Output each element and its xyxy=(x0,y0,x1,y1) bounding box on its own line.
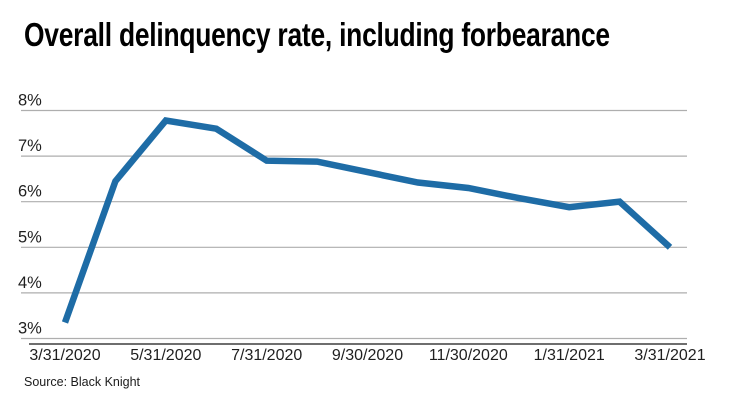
x-tick-label: 11/30/2020 xyxy=(429,347,508,364)
y-tick-label: 3% xyxy=(18,320,42,338)
x-tick-label: 3/31/2021 xyxy=(634,347,705,364)
y-tick-label: 5% xyxy=(18,228,42,246)
chart-title: Overall delinquency rate, including forb… xyxy=(24,16,610,53)
x-tick-label: 5/31/2020 xyxy=(130,347,201,364)
x-tick-label: 3/31/2020 xyxy=(29,347,100,364)
source-note: Source: Black Knight xyxy=(24,375,141,389)
y-tick-label: 4% xyxy=(18,274,42,292)
y-tick-label: 7% xyxy=(18,137,42,155)
x-tick-label: 9/30/2020 xyxy=(332,347,403,364)
y-tick-label: 8% xyxy=(18,92,42,110)
x-tick-label: 7/31/2020 xyxy=(231,347,302,364)
delinquency-line xyxy=(61,116,673,324)
y-tick-label: 6% xyxy=(18,183,42,201)
x-tick-label: 1/31/2021 xyxy=(534,347,605,364)
